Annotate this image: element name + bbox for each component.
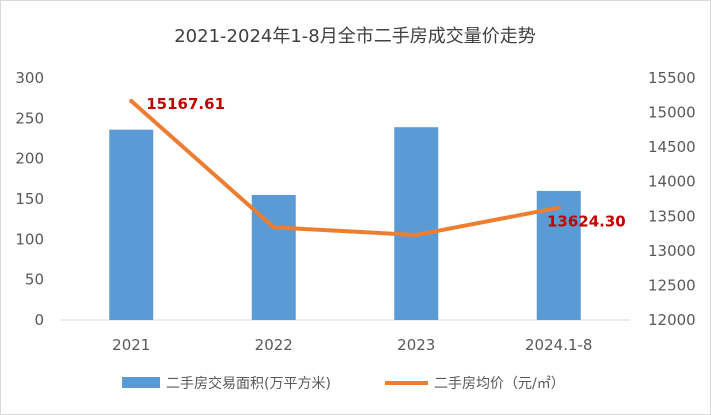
x-tick-label: 2022	[255, 336, 293, 354]
legend-label-area: 二手房交易面积(万平方米)	[166, 375, 331, 392]
right-y-axis: 12000 12500 13000 13500 14000 14500 15000 15500	[648, 69, 696, 329]
left-tick-label: 250	[15, 109, 44, 127]
x-axis-labels: 2021 2022 2023 2024.1-8	[112, 336, 592, 354]
legend: 二手房交易面积(万平方米) 二手房均价（元/㎡）	[122, 375, 565, 392]
bar-2023	[394, 127, 439, 320]
data-labels: 15167.61 13624.30	[146, 95, 626, 231]
legend-label-price: 二手房均价（元/㎡）	[434, 376, 565, 392]
price-point-2023	[414, 232, 419, 237]
line-series	[129, 98, 561, 237]
price-point-2022	[271, 225, 276, 230]
price-point-2024.1-8	[556, 205, 561, 210]
right-tick-label: 13500	[648, 207, 696, 225]
left-tick-label: 200	[15, 150, 44, 168]
price-line	[129, 98, 561, 237]
right-tick-label: 12500	[648, 276, 696, 294]
data-label-last: 13624.30	[547, 213, 626, 231]
legend-swatch-area	[122, 377, 160, 388]
left-tick-label: 50	[25, 271, 44, 289]
right-tick-label: 14500	[648, 138, 696, 156]
right-tick-label: 13000	[648, 242, 696, 260]
x-tick-label: 2024.1-8	[525, 336, 592, 354]
left-y-axis: 0 50 100 150 200 250 300	[15, 69, 44, 329]
right-tick-label: 12000	[648, 311, 696, 329]
bar-series	[109, 127, 581, 320]
price-point-2021	[129, 98, 134, 103]
right-tick-label: 15000	[648, 104, 696, 122]
right-tick-label: 14000	[648, 173, 696, 191]
left-tick-label: 0	[34, 311, 44, 329]
bar-2021	[109, 129, 154, 320]
left-tick-label: 300	[15, 69, 44, 87]
x-tick-label: 2023	[397, 336, 435, 354]
right-tick-label: 15500	[648, 69, 696, 87]
data-label-first: 15167.61	[146, 95, 225, 113]
chart-title: 2021-2024年1-8月全市二手房成交量价走势	[174, 26, 536, 47]
left-tick-label: 150	[15, 190, 44, 208]
x-tick-label: 2021	[112, 336, 150, 354]
left-tick-label: 100	[15, 230, 44, 248]
